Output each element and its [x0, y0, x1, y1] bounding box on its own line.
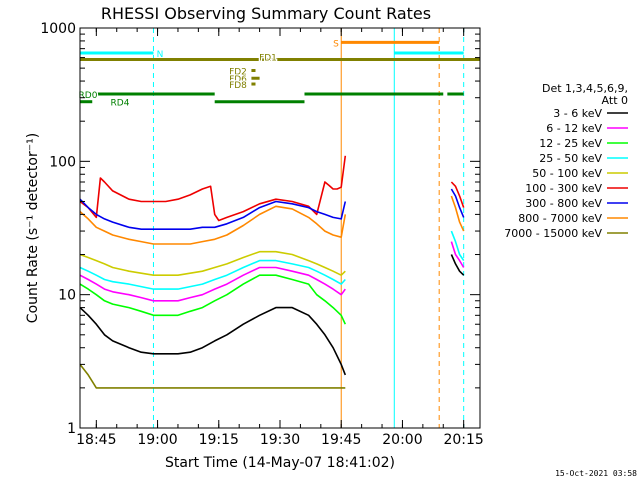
flag-label: FD2 — [229, 68, 247, 78]
legend-entry-label: 12 - 25 keV — [539, 137, 602, 150]
x-axis-label: Start Time (14-May-07 18:41:02) — [165, 455, 395, 471]
legend-entry-label: 800 - 7000 keV — [518, 212, 602, 225]
legend-header: Att 0 — [602, 94, 628, 107]
legend-entry-label: 300 - 800 keV — [525, 197, 602, 210]
series-line — [450, 254, 465, 276]
series-line — [450, 241, 465, 268]
x-tick-label: 19:15 — [199, 432, 239, 448]
flag-label: S — [333, 39, 339, 49]
flag-label: FD1 — [259, 54, 277, 64]
flag-label: N — [157, 50, 164, 60]
y-tick-label: 1000 — [40, 21, 76, 37]
legend-entry-label: 6 - 12 keV — [546, 122, 602, 135]
legend-header: Det 1,3,4,5,6,9, — [542, 82, 628, 95]
series-line — [79, 198, 347, 230]
y-tick-label: 1 — [67, 421, 76, 437]
chart-title: RHESSI Observing Summary Count Rates — [101, 4, 431, 23]
series-line — [79, 274, 347, 325]
x-tick-label: 20:15 — [443, 432, 483, 448]
series-line — [79, 205, 347, 245]
legend-entry-label: 100 - 300 keV — [525, 182, 602, 195]
series-line — [79, 363, 346, 389]
x-tick-label: 19:00 — [137, 432, 177, 448]
flag-label: RD0 — [79, 91, 98, 101]
series-line — [450, 181, 465, 208]
series-line — [450, 230, 465, 262]
x-tick-label: 20:00 — [382, 432, 422, 448]
series-line — [79, 259, 346, 290]
series-line — [450, 195, 465, 232]
timestamp: 15-Oct-2021 03:58 — [555, 469, 637, 478]
y-axis-label: Count Rate (s⁻¹ detector⁻¹) — [25, 133, 41, 323]
x-tick-label: 19:30 — [260, 432, 300, 448]
y-tick-label: 100 — [49, 154, 76, 170]
series-line — [79, 155, 347, 222]
x-tick-label: 18:45 — [76, 432, 116, 448]
legend-entry-label: 25 - 50 keV — [539, 152, 602, 165]
y-tick-label: 10 — [58, 288, 76, 304]
series-line — [79, 266, 346, 302]
axes-frame — [79, 27, 481, 429]
series-line — [450, 188, 465, 218]
legend-entry-label: 7000 - 15000 keV — [504, 227, 602, 240]
series-line — [79, 250, 346, 276]
legend-entry-label: 3 - 6 keV — [553, 107, 602, 120]
flag-label: RD4 — [111, 99, 130, 109]
flag-label: FD8 — [229, 81, 247, 91]
legend-entry-label: 50 - 100 keV — [532, 167, 602, 180]
flag-label: FD6 — [229, 75, 247, 85]
series-line — [79, 306, 347, 376]
x-tick-label: 19:45 — [321, 432, 361, 448]
legend: Det 1,3,4,5,6,9,Att 03 - 6 keV 6 - 12 keV… — [504, 82, 628, 240]
